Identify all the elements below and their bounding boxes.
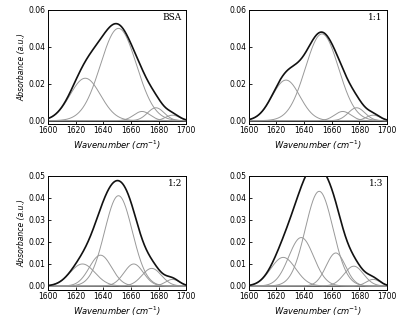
X-axis label: Wavenumber (cm$^{-1}$): Wavenumber (cm$^{-1}$): [274, 138, 362, 152]
Text: 1:3: 1:3: [369, 179, 383, 188]
X-axis label: Wavenumber (cm$^{-1}$): Wavenumber (cm$^{-1}$): [274, 304, 362, 318]
Text: BSA: BSA: [163, 13, 182, 22]
X-axis label: Wavenumber (cm$^{-1}$): Wavenumber (cm$^{-1}$): [73, 304, 161, 318]
Text: 1:2: 1:2: [168, 179, 182, 188]
Text: 1:1: 1:1: [368, 13, 383, 22]
X-axis label: Wavenumber (cm$^{-1}$): Wavenumber (cm$^{-1}$): [73, 138, 161, 152]
Y-axis label: Absorbance (a.u.): Absorbance (a.u.): [17, 33, 26, 101]
Y-axis label: Absorbance (a.u.): Absorbance (a.u.): [17, 199, 26, 267]
